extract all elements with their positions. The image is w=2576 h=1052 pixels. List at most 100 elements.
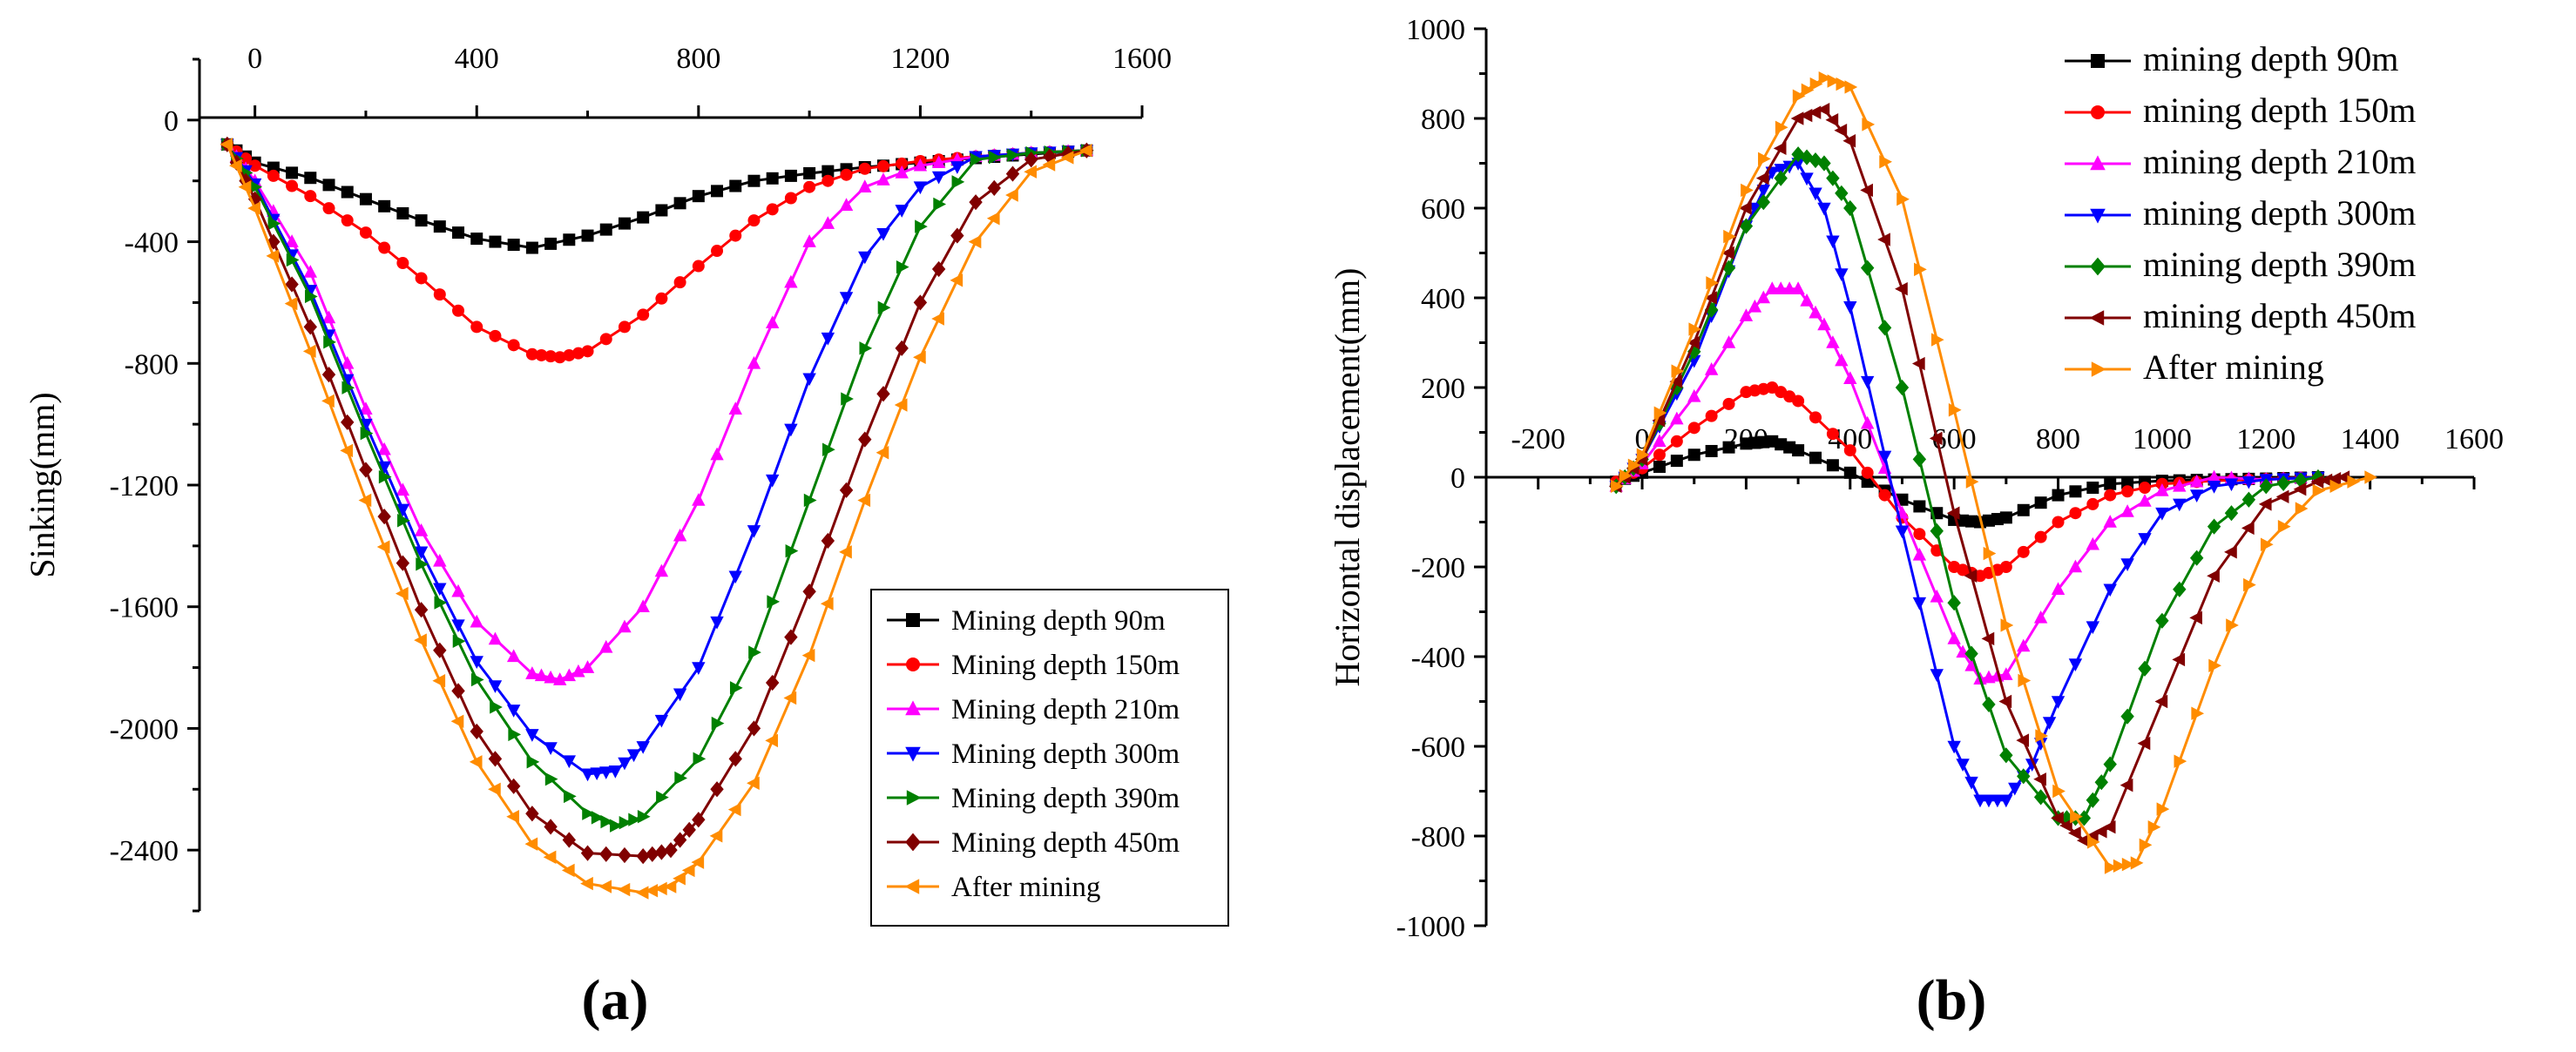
- data-point: [785, 543, 799, 558]
- data-point: [1800, 293, 1814, 307]
- data-point: [728, 570, 742, 584]
- data-point: [1739, 201, 1752, 215]
- data-point: [506, 649, 521, 663]
- data-point: [2086, 482, 2099, 495]
- legend-marker: [2091, 54, 2105, 68]
- legend-label: Mining depth 450m: [951, 827, 1180, 859]
- data-point: [655, 204, 668, 217]
- data-point: [395, 586, 409, 601]
- data-point: [1687, 448, 1700, 462]
- data-point: [803, 180, 816, 193]
- data-point: [1619, 469, 1633, 482]
- data-point: [2154, 694, 2168, 709]
- data-point: [857, 493, 871, 508]
- data-point: [470, 672, 484, 687]
- data-point: [1627, 458, 1641, 472]
- data-point: [433, 288, 446, 301]
- data-point: [2173, 498, 2187, 512]
- data-point: [709, 829, 723, 843]
- data-point: [1792, 394, 1805, 408]
- data-point: [876, 172, 890, 185]
- data-point: [1826, 428, 1839, 441]
- data-point: [1965, 475, 1979, 489]
- data-point: [1913, 500, 1926, 513]
- series-line: [226, 143, 1087, 359]
- legend-label: Mining depth 300m: [951, 738, 1180, 770]
- legend-item-mining-depth-390m: Mining depth 390m: [887, 783, 1180, 814]
- data-point: [470, 233, 483, 246]
- data-point: [599, 223, 612, 236]
- data-point: [1895, 282, 1908, 296]
- data-point: [580, 768, 595, 782]
- data-point: [469, 755, 483, 769]
- data-point: [304, 172, 317, 185]
- x-tick-label: 1200: [2236, 423, 2295, 455]
- data-point: [637, 810, 651, 824]
- data-point: [378, 469, 392, 484]
- data-point: [414, 602, 429, 618]
- data-point: [1843, 444, 1856, 457]
- x-tick-label: 1200: [890, 43, 950, 75]
- data-point: [2137, 736, 2151, 751]
- data-point: [220, 138, 233, 152]
- legend-marker: [904, 879, 920, 894]
- data-point: [452, 226, 465, 239]
- data-point: [2069, 507, 2082, 520]
- data-point: [433, 220, 446, 233]
- data-point: [1827, 74, 1841, 88]
- data-point: [1773, 141, 1787, 156]
- data-point: [563, 233, 576, 246]
- data-point: [1809, 152, 1822, 169]
- data-point: [803, 493, 817, 508]
- data-point: [1861, 466, 1874, 479]
- legend-item-mining-depth-450m: Mining depth 450m: [887, 827, 1180, 859]
- legend-item-mining-depth-210m: mining depth 210m: [2065, 142, 2416, 181]
- data-point: [618, 846, 632, 864]
- data-point: [553, 351, 566, 364]
- data-point: [1973, 794, 1987, 808]
- data-point: [1755, 171, 1769, 185]
- data-point: [1721, 246, 1734, 260]
- data-point: [303, 265, 317, 278]
- y-tick-label: 600: [1421, 193, 1465, 226]
- data-point: [1809, 305, 1822, 319]
- data-point: [2155, 612, 2169, 629]
- data-point: [2086, 536, 2100, 550]
- legend-label: mining depth 390m: [2143, 245, 2416, 284]
- x-tick-label: 400: [455, 43, 499, 75]
- data-point: [2017, 545, 2030, 558]
- data-point: [1722, 441, 1735, 454]
- data-point: [1024, 152, 1038, 168]
- data-point: [1670, 435, 1683, 448]
- data-point: [506, 705, 521, 718]
- data-point: [895, 340, 909, 356]
- data-point: [821, 174, 835, 187]
- y-axis-title: Horizontal displacement(mm): [1328, 268, 1367, 687]
- data-point: [376, 540, 390, 554]
- data-point: [416, 557, 429, 571]
- data-point: [1688, 322, 1702, 336]
- data-point: [2051, 811, 2064, 826]
- legend: Mining depth 90m Mining depth 150m Mining …: [870, 589, 1229, 927]
- data-point: [1756, 290, 1771, 304]
- data-point: [2259, 478, 2273, 495]
- data-point: [673, 872, 686, 886]
- data-point: [249, 180, 263, 194]
- data-point: [452, 634, 466, 648]
- data-point: [525, 666, 539, 679]
- data-point: [434, 596, 448, 610]
- series-line: [1615, 287, 2318, 681]
- data-point: [729, 179, 742, 192]
- data-point: [415, 214, 428, 227]
- legend-marker: [906, 658, 920, 671]
- data-point: [841, 392, 854, 406]
- series-line: [1615, 77, 2370, 869]
- data-point: [2208, 658, 2221, 672]
- data-point: [896, 260, 909, 274]
- data-point: [1817, 155, 1831, 172]
- series-mining-depth-150m: [220, 138, 1093, 364]
- data-point: [636, 848, 650, 865]
- data-point: [2008, 782, 2022, 796]
- data-point: [321, 310, 336, 324]
- data-point: [1705, 409, 1718, 422]
